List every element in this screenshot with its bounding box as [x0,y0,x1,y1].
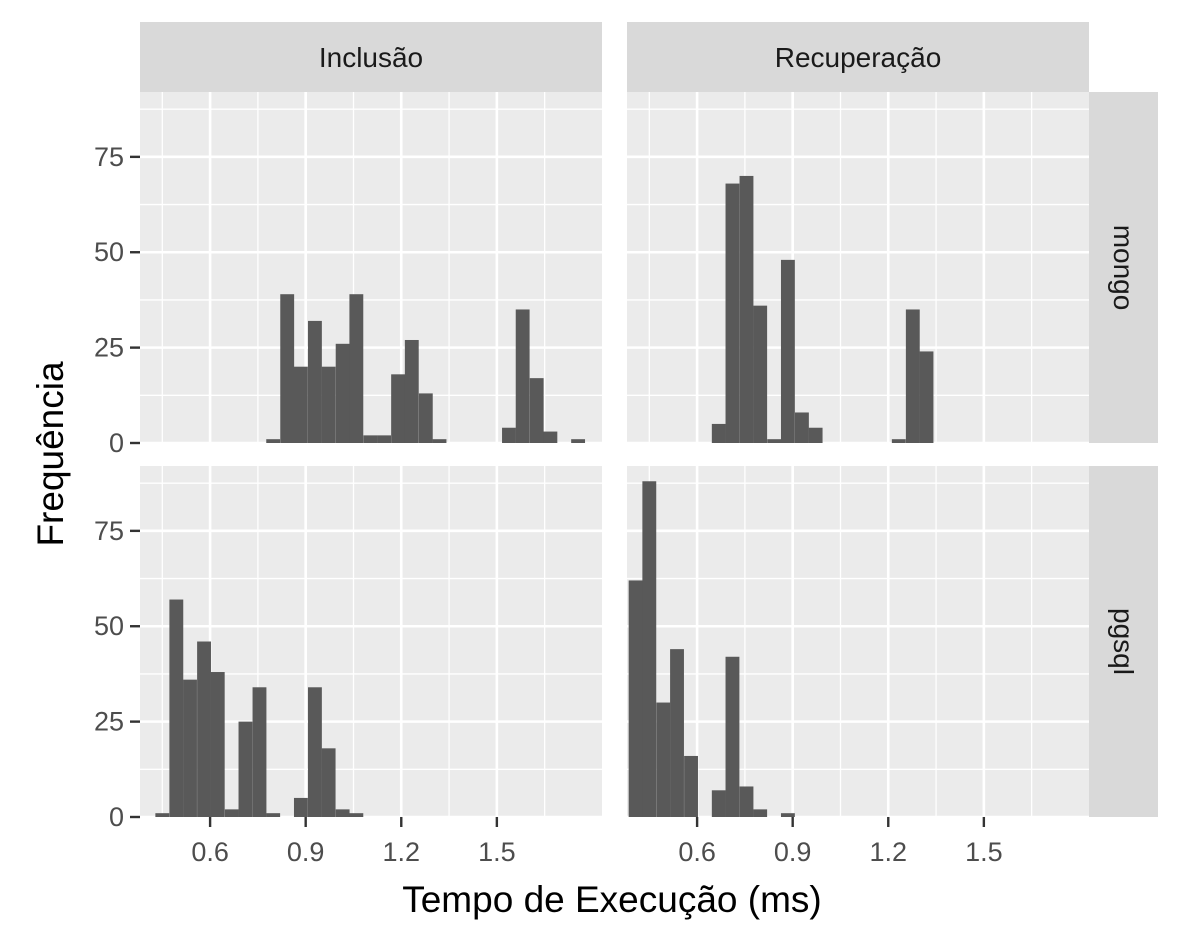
histogram-bar [335,343,350,443]
histogram-bar [753,305,768,443]
y-tick-label: 25 [94,333,124,363]
histogram-bar [739,786,754,817]
panel-pgsql-1 [627,466,1089,819]
histogram-bar [349,813,364,817]
y-axis-title: Frequência [30,361,71,547]
histogram-bar [543,431,558,443]
x-tick-label: 1.5 [965,837,1003,867]
histogram-bar [210,672,225,817]
y-tick-label: 50 [94,611,124,641]
histogram-bar [725,183,740,443]
histogram-bar [711,790,726,817]
facet-strip-background [1089,466,1158,817]
histogram-bar [670,649,684,817]
histogram-bar [224,809,239,817]
y-tick-label: 50 [94,237,124,267]
panel-background [627,466,1089,817]
facet-strip-column-1: Recuperação [627,22,1089,92]
histogram-bar [266,813,281,817]
x-tick-label: 0.6 [191,837,229,867]
histogram-bar [502,427,516,443]
histogram-bar [794,412,809,443]
facet-strip-label: mongo [1108,225,1139,311]
facet-strip-label: Inclusão [319,42,423,73]
histogram-bar [266,439,281,443]
histogram-bar [684,755,698,817]
histogram-bar [238,721,253,817]
y-tick-label: 0 [109,428,124,458]
histogram-bar [905,309,920,443]
histogram-bar [307,320,322,443]
panel-pgsql-0 [140,466,602,819]
histogram-bar [767,439,782,443]
histogram-bar [753,809,768,817]
histogram-bar [349,294,364,443]
panels-layer [140,92,1089,819]
facet-strip-column-0: Inclusão [140,22,602,92]
histogram-bar [293,366,308,443]
histogram-bar [335,809,350,817]
histogram-bar [363,435,378,443]
y-tick-label: 75 [94,516,124,546]
y-tick-label: 0 [109,802,124,832]
histogram-bar [642,481,657,817]
histogram-bar [919,351,934,443]
histogram-bar [656,702,671,817]
x-tick-label: 0.9 [287,837,325,867]
panel-mongo-1 [627,92,1089,445]
histogram-bar [155,813,170,817]
histogram-bar [711,423,726,443]
histogram-bar [418,393,433,443]
histogram-bar [307,687,322,817]
facet-strip-label: pgsql [1108,608,1139,675]
histogram-bar [183,679,197,817]
facet-strip-background [1089,92,1158,443]
histogram-bar [529,378,544,443]
histogram-bar [321,748,336,817]
x-tick-label: 1.2 [382,837,420,867]
histogram-bar [391,374,406,443]
histogram-bar [628,580,643,817]
histogram-bar [571,439,586,443]
y-tick-label: 75 [94,142,124,172]
histogram-bar [891,439,906,443]
histogram-bar [432,439,447,443]
histogram-bar [780,259,795,443]
facet-strip-row-pgsql: pgsql [1089,466,1158,817]
x-tick-label: 1.2 [869,837,907,867]
histogram-bar [780,813,795,817]
histogram-bar [377,435,391,443]
facet-strip-row-mongo: mongo [1089,92,1158,443]
histogram-bar [197,641,211,817]
axes-layer: Inclusão Recuperação mongo pgsql 0 25 50 75 0 25 5… [94,22,1158,867]
histogram-bar [808,427,823,443]
panel-mongo-0 [140,92,602,445]
histogram-bar [293,797,308,817]
histogram-bar [725,656,740,817]
histogram-bar [404,339,419,443]
histogram-bar [252,687,267,817]
x-tick-label: 0.6 [678,837,716,867]
x-axis-title: Tempo de Execução (ms) [402,879,822,920]
histogram-bar [169,599,184,817]
histogram-bar [321,366,336,443]
histogram-bar [280,294,295,443]
histogram-bar [515,309,530,443]
y-tick-label: 25 [94,707,124,737]
x-tick-label: 0.9 [774,837,812,867]
facet-strip-label: Recuperação [775,42,942,73]
x-tick-label: 1.5 [478,837,516,867]
histogram-bar [739,175,754,443]
facet-strip-background [627,22,1089,92]
panel-background [627,92,1089,443]
facet-strip-background [140,22,602,92]
